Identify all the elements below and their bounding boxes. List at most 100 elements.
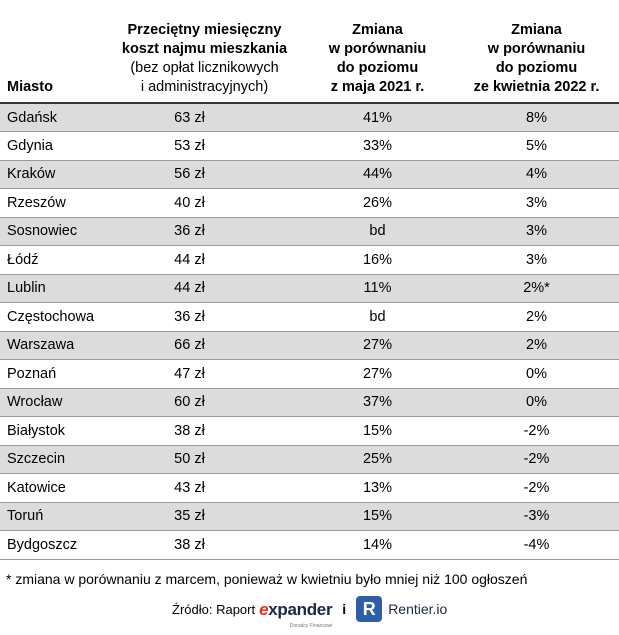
cell-change-2021: 41% [362,109,393,126]
expander-logo-rest: xpander [268,599,333,619]
cell-change-2021: 26% [362,194,393,211]
header-change-2022-line3: do poziomu [495,60,578,76]
cell-change-2021: 33% [362,137,393,154]
source-conjunction: i [342,601,347,617]
rentier-name: Rentier.io [388,601,448,617]
cell-change-2022: 0% [526,394,547,411]
cell-change-2021: 14% [362,536,393,553]
cell-city: Sosnowiec [7,223,78,240]
header-cost-line1: Przeciętny miesięczny [127,22,282,38]
rentier-logo-icon: R [356,596,383,622]
cell-cost: 38 zł [174,422,205,439]
cell-change-2021: 44% [362,166,393,183]
cell-change-2021: bd [369,308,386,325]
cell-change-2022: -4% [523,536,550,553]
cell-change-2021: 27% [362,337,393,354]
cell-change-2022: 4% [526,166,547,183]
cell-city: Wrocław [7,394,63,411]
cell-cost: 43 zł [174,479,205,496]
cell-change-2022: 5% [526,137,547,154]
cell-cost: 40 zł [174,194,205,211]
cell-change-2022: -2% [523,422,550,439]
cell-cost: 38 zł [174,536,205,553]
cell-change-2022: -2% [523,451,550,468]
source-line: Źródło: Raport expander Doradcy Finansowi… [172,594,448,629]
cell-city: Częstochowa [7,308,95,325]
header-cost: Przeciętny miesięczny koszt najmu mieszk… [108,0,301,103]
header-change-2022-line4: ze kwietnia 2022 r. [473,79,600,95]
cell-cost: 50 zł [174,451,205,468]
cell-cost: 35 zł [174,508,205,525]
table-row: Katowice 43 zł 13% -2% [0,474,619,502]
header-change-2022-line1: Zmiana [511,22,562,38]
table-row: Gdańsk 63 zł 41% 8% [0,103,619,132]
header-change-2022-line2: w porównaniu [487,41,586,57]
cell-city: Kraków [7,166,56,183]
cell-change-2022: 2% [526,337,547,354]
table-row: Toruń 35 zł 15% -3% [0,502,619,531]
header-change-2021-line1: Zmiana [352,22,403,38]
expander-tagline: Doradcy Finansowi [289,622,333,629]
cell-cost: 66 zł [174,337,205,354]
header-city: Miasto [7,79,53,95]
cell-change-2021: bd [369,223,386,240]
cell-change-2021: 37% [362,394,393,411]
header-cost-line2: koszt najmu mieszkania [121,41,288,57]
table-row: Lublin 44 zł 11% 2%* [0,274,619,303]
table-row: Białystok 38 zł 15% -2% [0,417,619,445]
cell-city: Białystok [7,422,66,439]
cell-city: Gdynia [7,137,53,154]
table-row: Szczecin 50 zł 25% -2% [0,445,619,474]
cell-city: Warszawa [7,337,75,354]
table-row: Sosnowiec 36 zł bd 3% [0,217,619,246]
rent-table-container: Miasto Przeciętny miesięczny koszt najmu… [0,0,619,559]
cell-change-2022: -3% [523,508,550,525]
table-row: Wrocław 60 zł 37% 0% [0,388,619,417]
table-row: Kraków 56 zł 44% 4% [0,160,619,189]
header-change-2022: Zmiana w porównaniu do poziomu ze kwietn… [454,0,619,103]
table-body: Gdańsk 63 zł 41% 8% Gdynia 53 zł 33% 5% Kraków… [0,103,619,559]
table-row: Warszawa 66 zł 27% 2% [0,331,619,360]
cell-change-2022: -2% [523,479,550,496]
cell-change-2022: 2%* [523,280,550,297]
cell-city: Łódź [7,251,39,268]
table-row: Poznań 47 zł 27% 0% [0,360,619,388]
cell-change-2021: 27% [362,365,393,382]
header-change-2021: Zmiana w porównaniu do poziomu z maja 20… [301,0,454,103]
cell-change-2021: 13% [362,479,393,496]
table-row: Rzeszów 40 zł 26% 3% [0,189,619,217]
table-row: Częstochowa 36 zł bd 2% [0,303,619,331]
cell-city: Katowice [7,479,66,496]
table-row: Łódź 44 zł 16% 3% [0,246,619,274]
cell-cost: 44 zł [174,280,205,297]
cell-change-2021: 15% [362,422,393,439]
cell-change-2022: 2% [526,308,547,325]
header-cost-line4: i administracyjnych) [140,79,269,95]
cell-city: Poznań [7,365,57,382]
cell-city: Szczecin [7,451,66,468]
cell-change-2022: 3% [526,223,547,240]
cell-cost: 47 zł [174,365,205,382]
cell-city: Gdańsk [7,109,57,126]
header-change-2021-line4: z maja 2021 r. [330,79,425,95]
cell-change-2022: 8% [526,109,547,126]
cell-city: Bydgoszcz [7,536,78,553]
cell-cost: 63 zł [174,109,205,126]
footnote: * zmiana w porównaniu z marcem, ponieważ… [6,571,528,587]
cell-cost: 36 zł [174,308,205,325]
header-cost-line3: (bez opłat licznikowych [130,60,279,76]
table-header: Miasto Przeciętny miesięczny koszt najmu… [0,0,619,103]
cell-cost: 56 zł [174,166,205,183]
cell-change-2021: 16% [362,251,393,268]
cell-change-2021: 25% [362,451,393,468]
rent-table: Miasto Przeciętny miesięczny koszt najmu… [0,0,619,559]
cell-city: Rzeszów [7,194,66,211]
cell-change-2021: 15% [362,508,393,525]
cell-cost: 44 zł [174,251,205,268]
table-row: Gdynia 53 zł 33% 5% [0,132,619,160]
cell-city: Lublin [7,280,46,297]
cell-cost: 36 zł [174,223,205,240]
cell-cost: 60 zł [174,394,205,411]
cell-change-2022: 0% [526,365,547,382]
expander-logo: expander Doradcy Finansowi [259,599,333,629]
